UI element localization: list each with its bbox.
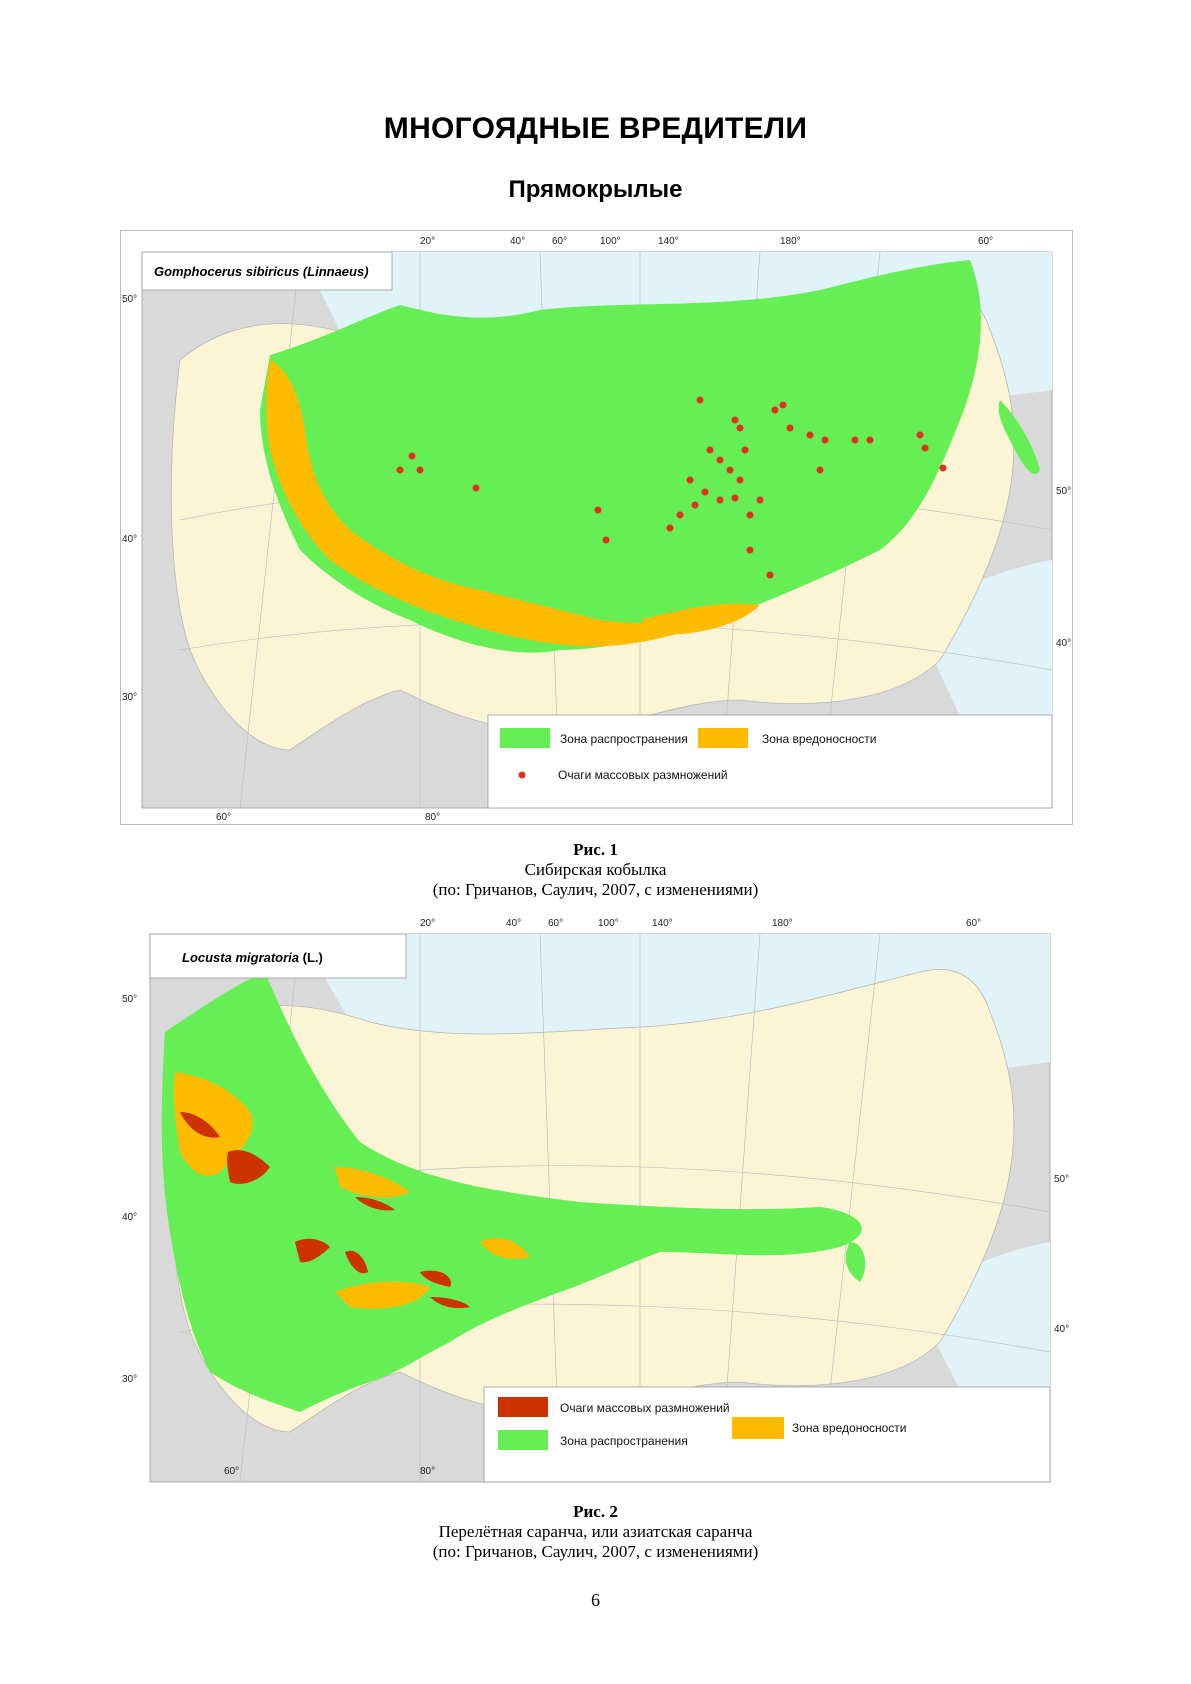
harm-zone-fig1 [266,360,720,647]
legend-fig2: Очаги массовых размножений Зона распрост… [483,1386,1051,1483]
top-longitude-labels-fig1: 20° 40° 60° 100° 140° 180° 60° [420,236,993,247]
svg-text:40°: 40° [1054,1324,1069,1335]
figure-2-caption: Рис. 2 Перелётная саранча, или азиатская… [0,1502,1191,1562]
right-latitude-labels-fig2: 50° 40° [1054,1174,1069,1335]
legend-swatch-foci [498,1397,548,1417]
svg-text:50°: 50° [122,294,137,305]
svg-text:Очаги массовых размножений: Очаги массовых размножений [560,1401,730,1415]
svg-text:40°: 40° [506,918,521,929]
svg-text:60°: 60° [216,812,231,823]
svg-text:30°: 30° [122,692,137,703]
figure-1-caption: Рис. 1 Сибирская кобылка (по: Гричанов, … [0,840,1191,900]
svg-text:20°: 20° [420,918,435,929]
figure-1-name: Сибирская кобылка [524,860,667,879]
species-box-fig1 [141,251,393,291]
svg-text:60°: 60° [966,918,981,929]
svg-text:20°: 20° [420,236,435,247]
figure-1-map: Gomphocerus sibiricus (Linnaeus) 20° 40°… [120,230,1073,825]
figure-1-source: (по: Гричанов, Саулич, 2007, с изменения… [432,880,759,899]
svg-text:50°: 50° [1056,486,1071,497]
svg-text:180°: 180° [772,918,793,929]
left-latitude-labels-fig1: 50° 40° 30° [122,294,137,703]
svg-text:40°: 40° [1056,638,1071,649]
legend-swatch-distribution [498,1430,548,1450]
svg-text:50°: 50° [122,994,137,1005]
svg-text:Зона вредоносности: Зона вредоносности [762,732,877,746]
page-subtitle: Прямокрылые [508,176,683,203]
svg-text:30°: 30° [122,1374,137,1385]
legend-swatch-harm [732,1417,784,1439]
species-name-fig1: Gomphocerus sibiricus (Linnaeus) [154,264,369,279]
svg-text:Зона распространения: Зона распространения [560,732,688,746]
legend-swatch-distribution [500,728,550,748]
harm-zone-fig2 [173,1072,253,1176]
distribution-zone-fig1 [260,260,981,653]
svg-text:Зона распространения: Зона распространения [560,1434,688,1448]
kamchatka-distribution [998,400,1040,474]
svg-text:60°: 60° [224,1466,239,1477]
svg-text:60°: 60° [978,236,993,247]
svg-text:60°: 60° [548,918,563,929]
left-latitude-labels-fig2: 50° 40° 30° [122,994,137,1385]
svg-text:40°: 40° [122,1212,137,1223]
svg-text:Зона вредоносности: Зона вредоносности [792,1421,907,1435]
svg-text:140°: 140° [652,918,673,929]
svg-text:100°: 100° [600,236,621,247]
svg-text:80°: 80° [425,812,440,823]
figure-1-number: Рис. 1 [573,840,618,859]
svg-text:Очаги массовых размножений: Очаги массовых размножений [558,768,728,782]
right-latitude-labels-fig1: 50° 40° [1056,486,1071,649]
bottom-longitude-labels-fig1: 60° 80° [216,812,440,823]
svg-text:50°: 50° [1054,1174,1069,1185]
svg-text:100°: 100° [598,918,619,929]
top-longitude-labels-fig2: 20° 40° 60° 100° 140° 180° 60° [420,918,981,929]
svg-text:60°: 60° [552,236,567,247]
distribution-zone-fig2 [161,972,862,1412]
svg-text:40°: 40° [510,236,525,247]
bottom-longitude-labels-fig2: 60° 80° [224,1466,435,1477]
page-number: 6 [591,1590,600,1610]
svg-text:80°: 80° [420,1466,435,1477]
legend-fig1: Зона распространения Зона вредоносности … [487,714,1053,809]
svg-text:180°: 180° [780,236,801,247]
figure-2-map: Locusta migratoria (L.) 20° 40° 60° 100°… [120,912,1080,1487]
species-name-fig2: Locusta migratoria (L.) [182,950,323,965]
figure-2-number: Рис. 2 [573,1502,618,1521]
figure-2-name: Перелётная саранча, или азиатская саранч… [438,1522,753,1541]
figure-2-source: (по: Гричанов, Саулич, 2007, с изменения… [432,1542,759,1561]
outbreak-foci-fig1 [396,396,947,579]
svg-text:140°: 140° [658,236,679,247]
svg-text:40°: 40° [122,534,137,545]
legend-swatch-harm [698,728,748,748]
page-title: МНОГОЯДНЫЕ ВРЕДИТЕЛИ [383,112,808,145]
species-box-fig2 [149,933,407,979]
outbreak-foci-fig2 [180,1112,470,1309]
legend-swatch-foci [518,771,526,779]
